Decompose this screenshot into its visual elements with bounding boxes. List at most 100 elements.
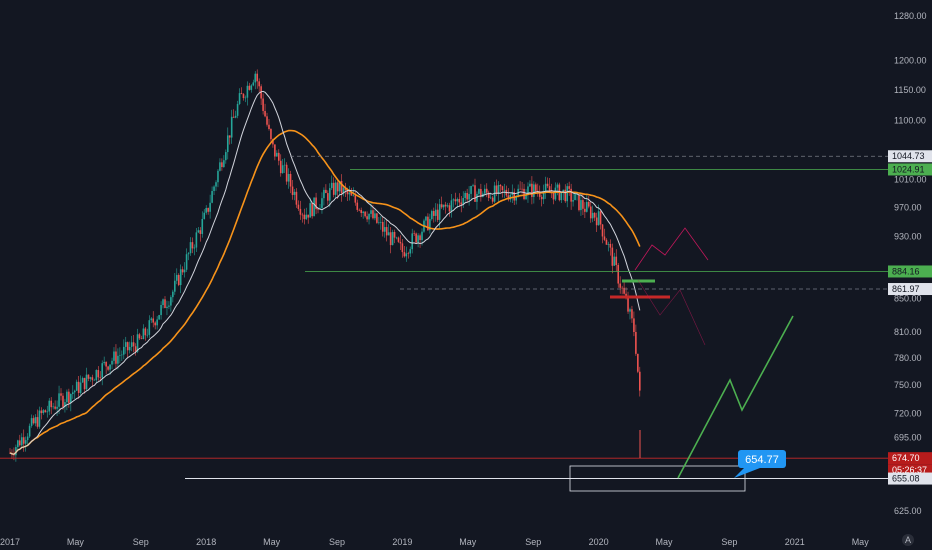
candle-body (258, 81, 260, 87)
moving-average-slow-line (9, 129, 641, 456)
x-tick-label: Sep (525, 537, 541, 547)
candle-body (637, 353, 639, 372)
candle-body (201, 218, 204, 234)
candle-body (211, 191, 213, 203)
candle-body (354, 195, 357, 203)
candle-body (385, 227, 388, 236)
candle-body (152, 318, 155, 323)
candle-body (362, 211, 364, 213)
time-axis: 2017 May Sep 2018 May Sep 2019 May Sep 2020 May Sep… (0, 537, 869, 547)
candle-body (611, 247, 614, 266)
candle-body (472, 185, 474, 186)
candle-body (480, 188, 482, 198)
candle-body (352, 195, 355, 197)
y-tick-label: 850.00 (894, 294, 922, 304)
candle-body (429, 219, 431, 231)
candle-body (470, 185, 472, 194)
candle-body (603, 236, 606, 240)
candle-body (207, 207, 209, 212)
candle-body (209, 202, 211, 212)
target-zone-box[interactable] (569, 465, 746, 492)
candle-body (485, 188, 488, 193)
projection-recovery-path[interactable] (677, 315, 794, 479)
candle-body (639, 371, 641, 391)
candle-body (172, 291, 174, 298)
x-tick-label: 2019 (392, 537, 412, 547)
candle-body (556, 184, 559, 188)
candle-body (631, 309, 633, 319)
candle-body (134, 346, 137, 352)
candle-body (46, 411, 49, 413)
candle-body (242, 94, 245, 98)
candle-body (217, 170, 219, 183)
candle-body (119, 355, 121, 356)
candle-body (529, 183, 531, 187)
x-tick-label: May (459, 537, 477, 547)
candle-body (22, 437, 25, 444)
candle-body (60, 393, 62, 396)
candle-body (44, 410, 47, 413)
candle-body (144, 328, 147, 336)
candle-body (317, 209, 319, 210)
candle-body (411, 233, 414, 250)
projection-up-path[interactable] (634, 227, 709, 271)
y-tick-label: 780.00 (894, 353, 922, 363)
candle-body (95, 370, 98, 381)
candle-body (52, 406, 54, 408)
candle-body (276, 152, 278, 157)
candle-body (109, 364, 111, 370)
candle-body (146, 334, 149, 336)
candle-body (456, 198, 459, 202)
candle-body (609, 243, 612, 248)
candle-body (607, 243, 610, 245)
candle-body (105, 361, 107, 367)
candle-body (409, 249, 412, 254)
candle-body (48, 400, 51, 412)
candle-body (568, 186, 570, 189)
candle-body (562, 189, 565, 193)
candle-body (489, 197, 492, 199)
price-badge-label: 861.97 (892, 284, 920, 294)
candle-body (593, 212, 596, 218)
price-badge: 1044.73 (888, 150, 932, 163)
candle-body (348, 192, 351, 195)
candle-body (175, 274, 178, 281)
candle-body (234, 115, 237, 118)
candle-body (168, 305, 170, 307)
candle-body (601, 224, 604, 237)
candle-body (613, 256, 616, 266)
candle-body (250, 85, 253, 90)
candle-body (232, 116, 235, 118)
candle-body (462, 198, 465, 205)
candle-body (393, 231, 396, 238)
candle-body (431, 211, 433, 220)
candle-body (30, 418, 33, 426)
candle-body (503, 189, 506, 191)
candle-body (364, 211, 366, 217)
projection-down-path[interactable] (637, 279, 706, 346)
candle-body (332, 182, 335, 195)
candle-body (32, 418, 35, 424)
candle-body (85, 374, 88, 390)
y-tick-label: 695.00 (894, 433, 922, 443)
candle-body (293, 191, 296, 195)
candle-body (413, 233, 415, 235)
candle-body (587, 201, 590, 207)
y-tick-label: 1200.00 (894, 56, 927, 66)
candle-body (142, 328, 145, 340)
candle-body (570, 188, 572, 202)
price-badge: 655.08 (888, 472, 932, 485)
candle-body (17, 440, 19, 448)
price-label-callout[interactable]: 654.77 (734, 450, 786, 478)
candle-body (219, 162, 221, 171)
candle-body (444, 204, 447, 207)
candle-body (130, 342, 133, 347)
auto-scale-button[interactable]: A (902, 534, 914, 546)
candle-body (519, 188, 521, 190)
candle-body (527, 186, 529, 195)
candle-body (99, 377, 102, 378)
candle-body (544, 183, 547, 192)
candle-body (89, 377, 92, 379)
candle-body (629, 309, 631, 312)
